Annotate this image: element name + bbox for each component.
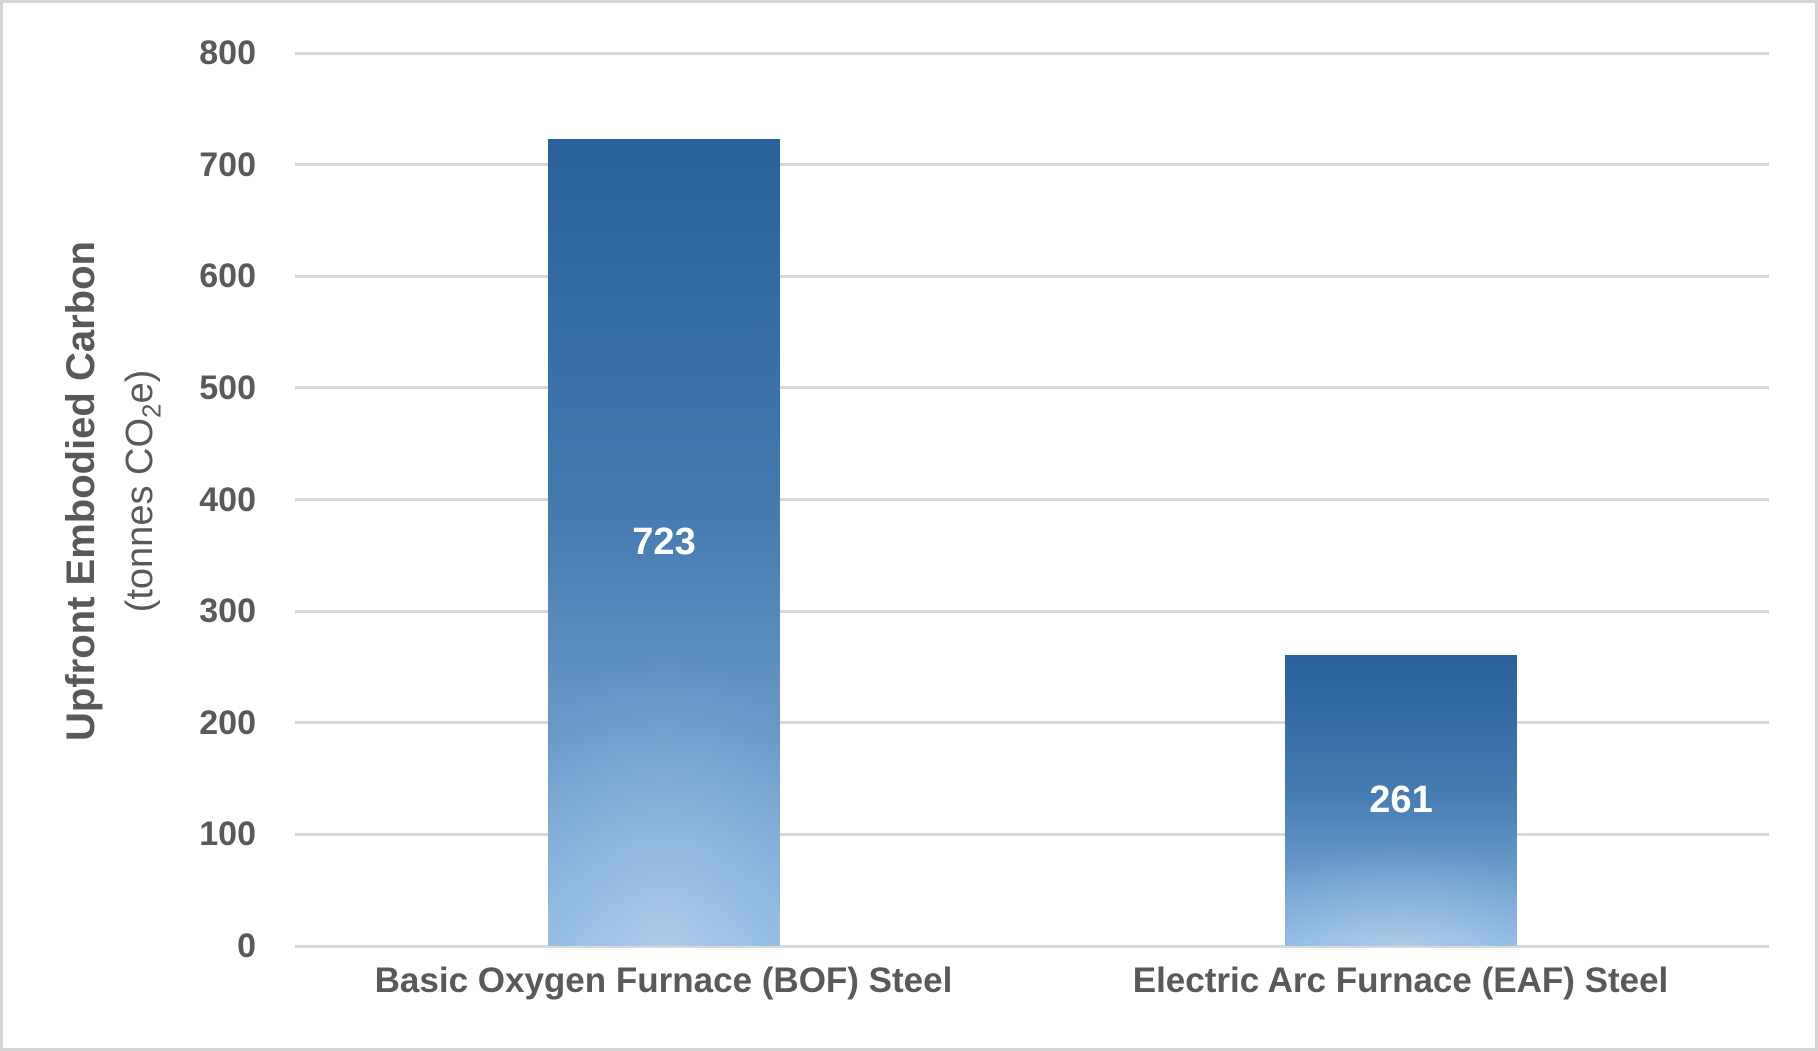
y-tick-label-500: 500: [199, 369, 256, 407]
y-tick-label-600: 600: [199, 257, 256, 295]
gridline-200: [295, 721, 1769, 724]
gridline-500: [295, 386, 1769, 389]
bar-2: 261: [1285, 655, 1517, 946]
gridline-300: [295, 610, 1769, 613]
x-category-label-1: Basic Oxygen Furnace (BOF) Steel: [374, 961, 953, 1000]
x-category-label-2: Electric Arc Furnace (EAF) Steel: [1132, 961, 1669, 1000]
y-tick-label-200: 200: [199, 704, 256, 742]
gridline-700: [295, 163, 1769, 166]
y-tick-label-300: 300: [199, 592, 256, 630]
gridline-600: [295, 275, 1769, 278]
bar-value-label-1: 723: [632, 521, 696, 563]
y-tick-label-800: 800: [199, 34, 256, 72]
gridline-400: [295, 498, 1769, 501]
gridline-800: [295, 52, 1769, 55]
gridline-0: [295, 945, 1769, 948]
gridline-100: [295, 833, 1769, 836]
bar-value-label-2: 261: [1369, 779, 1433, 821]
y-tick-label-700: 700: [199, 146, 256, 184]
y-tick-label-100: 100: [199, 815, 256, 853]
y-tick-label-400: 400: [199, 481, 256, 519]
bar-1: 723: [548, 139, 780, 946]
y-tick-label-0: 0: [237, 927, 256, 965]
